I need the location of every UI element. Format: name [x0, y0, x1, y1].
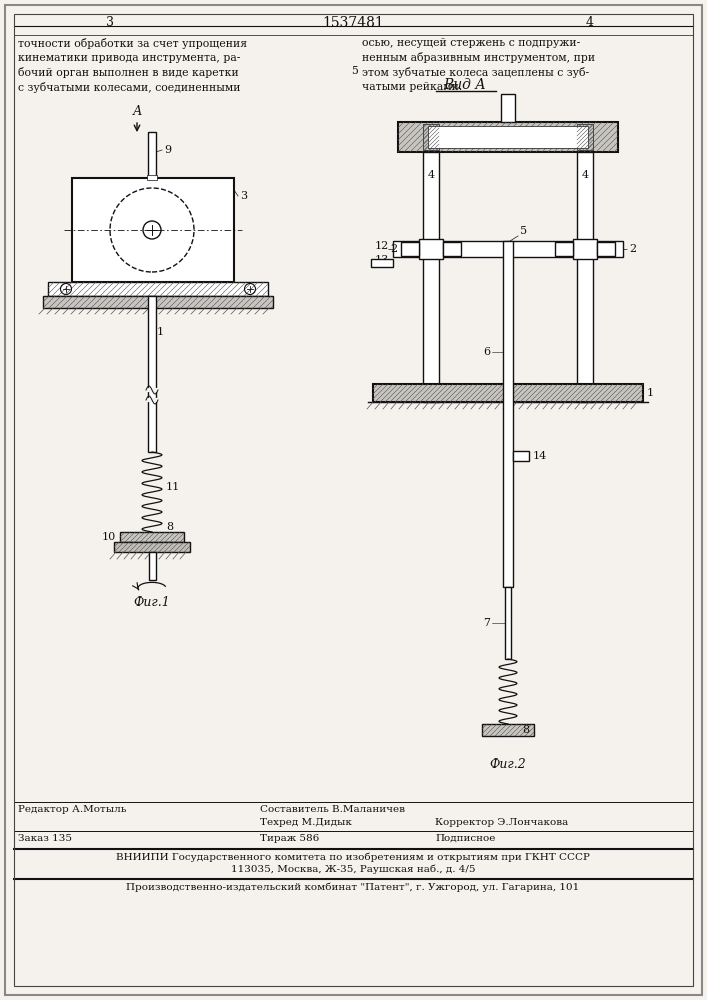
Text: ВНИИПИ Государственного комитета по изобретениям и открытиям при ГКНТ СССР: ВНИИПИ Государственного комитета по изоб…	[116, 852, 590, 861]
Bar	[371, 259, 393, 267]
Bar	[428, 126, 588, 148]
Bar	[597, 242, 615, 256]
Bar	[398, 122, 618, 152]
Text: 7: 7	[483, 618, 490, 628]
Text: Фиг.2: Фиг.2	[490, 758, 527, 771]
Text: А: А	[132, 105, 141, 118]
Bar	[373, 384, 643, 402]
Text: 9: 9	[164, 145, 171, 155]
Text: Редактор А.Мотыль: Редактор А.Мотыль	[18, 805, 127, 814]
Text: Подписное: Подписное	[435, 834, 496, 843]
Bar	[148, 552, 156, 580]
Text: 1537481: 1537481	[322, 16, 384, 30]
Text: 4: 4	[586, 16, 594, 29]
Bar	[482, 724, 534, 736]
Text: точности обработки за счет упрощения
кинематики привода инструмента, ра-
бочий о: точности обработки за счет упрощения кин…	[18, 38, 247, 93]
Text: 2: 2	[390, 244, 397, 254]
Text: 6: 6	[483, 347, 490, 357]
Text: 13: 13	[375, 255, 389, 265]
Text: 1: 1	[647, 388, 654, 398]
Bar	[423, 152, 439, 402]
Bar	[501, 94, 515, 122]
Text: осью, несущей стержень с подпружи-
ненным абразивным инструментом, при
этом зубч: осью, несущей стержень с подпружи- ненны…	[362, 38, 595, 92]
Bar	[148, 132, 156, 178]
Bar	[148, 296, 156, 452]
Bar	[555, 242, 573, 256]
Text: Заказ 135: Заказ 135	[18, 834, 72, 843]
Text: 4: 4	[428, 170, 435, 180]
Text: Техред М.Дидык: Техред М.Дидык	[260, 818, 352, 827]
Bar	[503, 241, 513, 587]
Bar	[443, 242, 461, 256]
Bar	[72, 178, 234, 282]
Text: Вид А: Вид А	[443, 78, 486, 92]
Text: 4: 4	[581, 170, 588, 180]
Text: 2: 2	[629, 244, 636, 254]
Bar	[513, 451, 529, 461]
Bar	[401, 242, 419, 256]
Bar	[48, 282, 268, 296]
Bar	[120, 532, 184, 542]
Text: Фиг.1: Фиг.1	[134, 596, 170, 609]
Text: 5: 5	[351, 66, 358, 76]
Text: 11: 11	[166, 482, 180, 492]
Bar	[43, 296, 273, 308]
Text: 10: 10	[102, 532, 116, 542]
Text: 113035, Москва, Ж-35, Раушская наб., д. 4/5: 113035, Москва, Ж-35, Раушская наб., д. …	[230, 865, 475, 874]
Bar	[577, 124, 593, 150]
Text: 12: 12	[375, 241, 389, 251]
Bar	[505, 587, 511, 659]
Text: 3: 3	[106, 16, 114, 29]
Text: 1: 1	[157, 327, 164, 337]
Text: 5: 5	[520, 226, 527, 236]
Text: Производственно-издательский комбинат "Патент", г. Ужгород, ул. Гагарина, 101: Производственно-издательский комбинат "П…	[127, 882, 580, 892]
Bar	[114, 542, 190, 552]
Bar	[573, 239, 597, 259]
Text: Корректор Э.Лончакова: Корректор Э.Лончакова	[435, 818, 568, 827]
Text: Составитель В.Маланичев: Составитель В.Маланичев	[260, 805, 405, 814]
Text: 8: 8	[166, 522, 173, 532]
Bar	[423, 124, 439, 150]
Bar	[577, 152, 593, 402]
Bar	[419, 239, 443, 259]
Text: 14: 14	[533, 451, 547, 461]
Bar	[147, 175, 157, 180]
Text: Тираж 586: Тираж 586	[260, 834, 320, 843]
Text: 3: 3	[240, 191, 247, 201]
Text: 8: 8	[522, 725, 529, 735]
Bar	[393, 241, 623, 257]
